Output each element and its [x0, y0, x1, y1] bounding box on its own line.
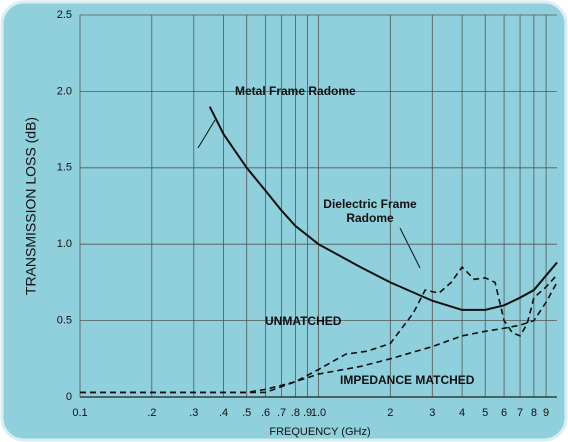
annotation: Dielectric Frame [323, 197, 417, 211]
y-tick-label: 0.5 [57, 315, 72, 327]
series-line [80, 265, 558, 394]
x-tick-label: .3 [189, 407, 198, 419]
x-tick-label: 6 [501, 407, 507, 419]
series-line [208, 106, 558, 311]
y-axis-label: TRANSMISSION LOSS (dB) [23, 117, 39, 295]
annotation-arrow [197, 119, 216, 149]
y-tick-label: 1.0 [57, 238, 72, 250]
x-tick-label: .5 [242, 407, 251, 419]
x-tick-label: 7 [517, 407, 523, 419]
annotation: IMPEDANCE MATCHED [340, 373, 475, 387]
x-tick-label: 4 [459, 407, 465, 419]
x-tick-label: .4 [219, 407, 228, 419]
x-tick-label: 8 [531, 407, 537, 419]
annotation: UNMATCHED [265, 314, 342, 328]
x-tick-label: .2 [147, 407, 156, 419]
x-tick-label: .7 [277, 407, 286, 419]
x-tick-label: 9 [543, 407, 549, 419]
annotation-arrow [399, 227, 421, 269]
y-tick-label: 2.0 [57, 85, 72, 97]
y-tick-label: 2.5 [57, 9, 72, 21]
y-tick-label: 0 [66, 391, 72, 403]
x-tick-label: 3 [429, 407, 435, 419]
x-tick-label: 2 [387, 407, 393, 419]
annotation: Metal Frame Radome [235, 84, 356, 98]
x-tick-label: .9 [303, 407, 312, 419]
x-tick-label: 5 [482, 407, 488, 419]
x-tick-label: .6 [261, 407, 270, 419]
x-tick-label: 1.0 [311, 407, 326, 419]
x-tick-label: 0.1 [72, 407, 87, 419]
y-tick-label: 1.5 [57, 162, 72, 174]
x-axis-label: FREQUENCY (GHz) [269, 426, 370, 438]
x-tick-label: .8 [291, 407, 300, 419]
annotation: Radome [346, 211, 394, 225]
